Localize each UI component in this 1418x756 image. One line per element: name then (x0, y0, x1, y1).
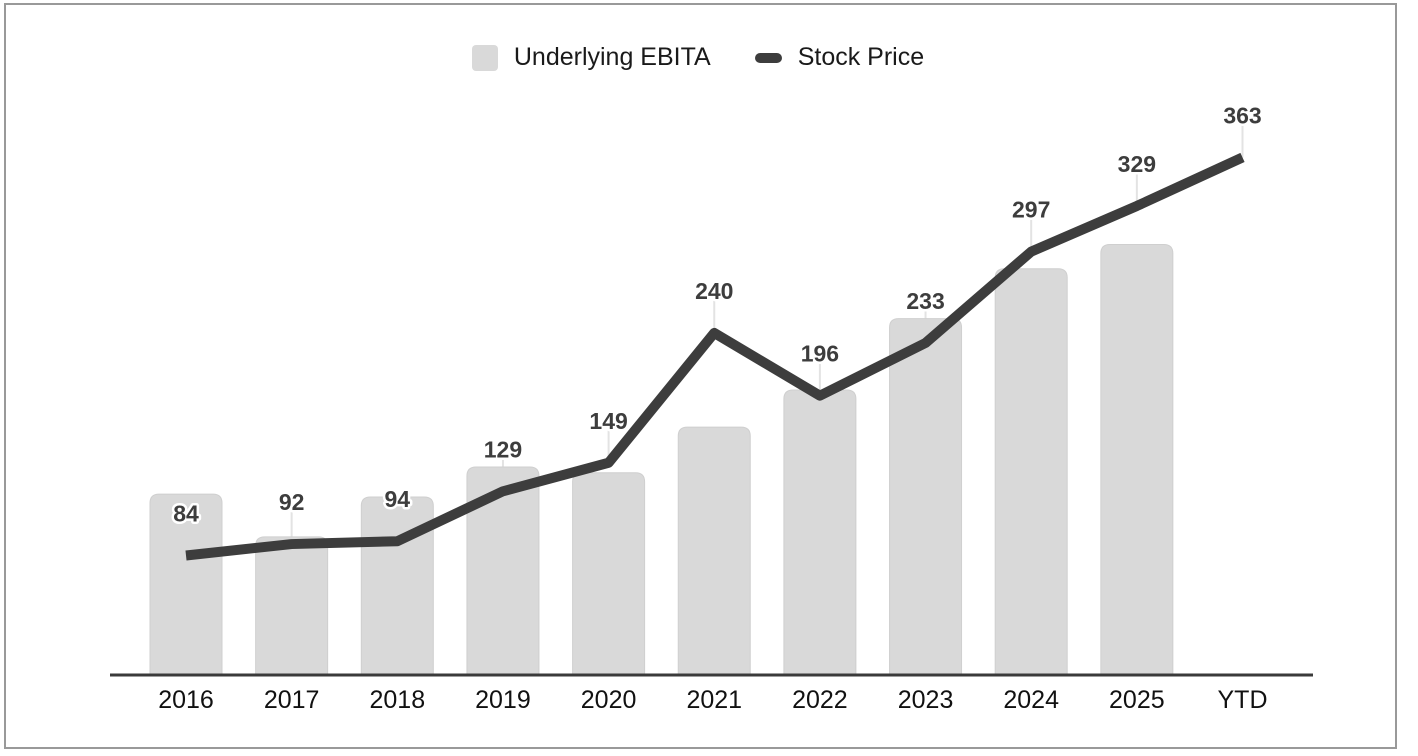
data-label-2022: 196 (801, 341, 839, 367)
line-swatch-icon (754, 52, 782, 63)
x-axis-label-2016: 2016 (158, 686, 214, 714)
bar-swatch-icon (471, 44, 498, 71)
stock-price-line (185, 152, 1245, 561)
bar-2016 (149, 493, 223, 677)
data-label-2016: 84 (173, 500, 199, 526)
bar-2023 (889, 318, 963, 677)
x-axis-label-2019: 2019 (475, 686, 531, 714)
x-axis-label-2021: 2021 (686, 686, 742, 714)
x-axis-label-2018: 2018 (369, 686, 425, 714)
data-label-2023: 233 (906, 288, 944, 314)
legend-label-underlying-ebita: Underlying EBITA (513, 43, 711, 71)
bar-2019 (466, 466, 540, 677)
x-axis-label-2024: 2024 (1003, 686, 1059, 714)
x-axis-label-2025: 2025 (1109, 686, 1165, 714)
data-label-2025: 329 (1118, 151, 1156, 177)
x-axis-label-YTD: YTD (1218, 686, 1268, 714)
legend-item-stock-price: Stock Price (754, 43, 925, 71)
legend-label-stock-price: Stock Price (797, 43, 925, 71)
x-axis-label-2020: 2020 (581, 686, 637, 714)
bar-2017 (255, 536, 329, 677)
x-axis-label-2023: 2023 (898, 686, 954, 714)
data-label-YTD: 363 (1223, 102, 1261, 128)
data-label-2024: 297 (1012, 197, 1050, 223)
bar-2022 (783, 389, 857, 677)
bar-2024 (994, 268, 1068, 677)
bar-2021 (677, 426, 751, 677)
data-label-2019: 129 (484, 436, 522, 462)
legend: Underlying EBITA Stock Price (0, 44, 1396, 71)
x-axis-label-2017: 2017 (264, 686, 320, 714)
bar-2020 (572, 472, 646, 677)
data-label-2020: 149 (589, 408, 627, 434)
x-axis-label-2022: 2022 (792, 686, 848, 714)
legend-item-underlying-ebita: Underlying EBITA (471, 43, 711, 71)
data-label-2021: 240 (695, 278, 733, 304)
data-label-2017: 92 (279, 489, 305, 515)
bar-2025 (1100, 243, 1174, 677)
data-label-2018: 94 (385, 486, 411, 512)
